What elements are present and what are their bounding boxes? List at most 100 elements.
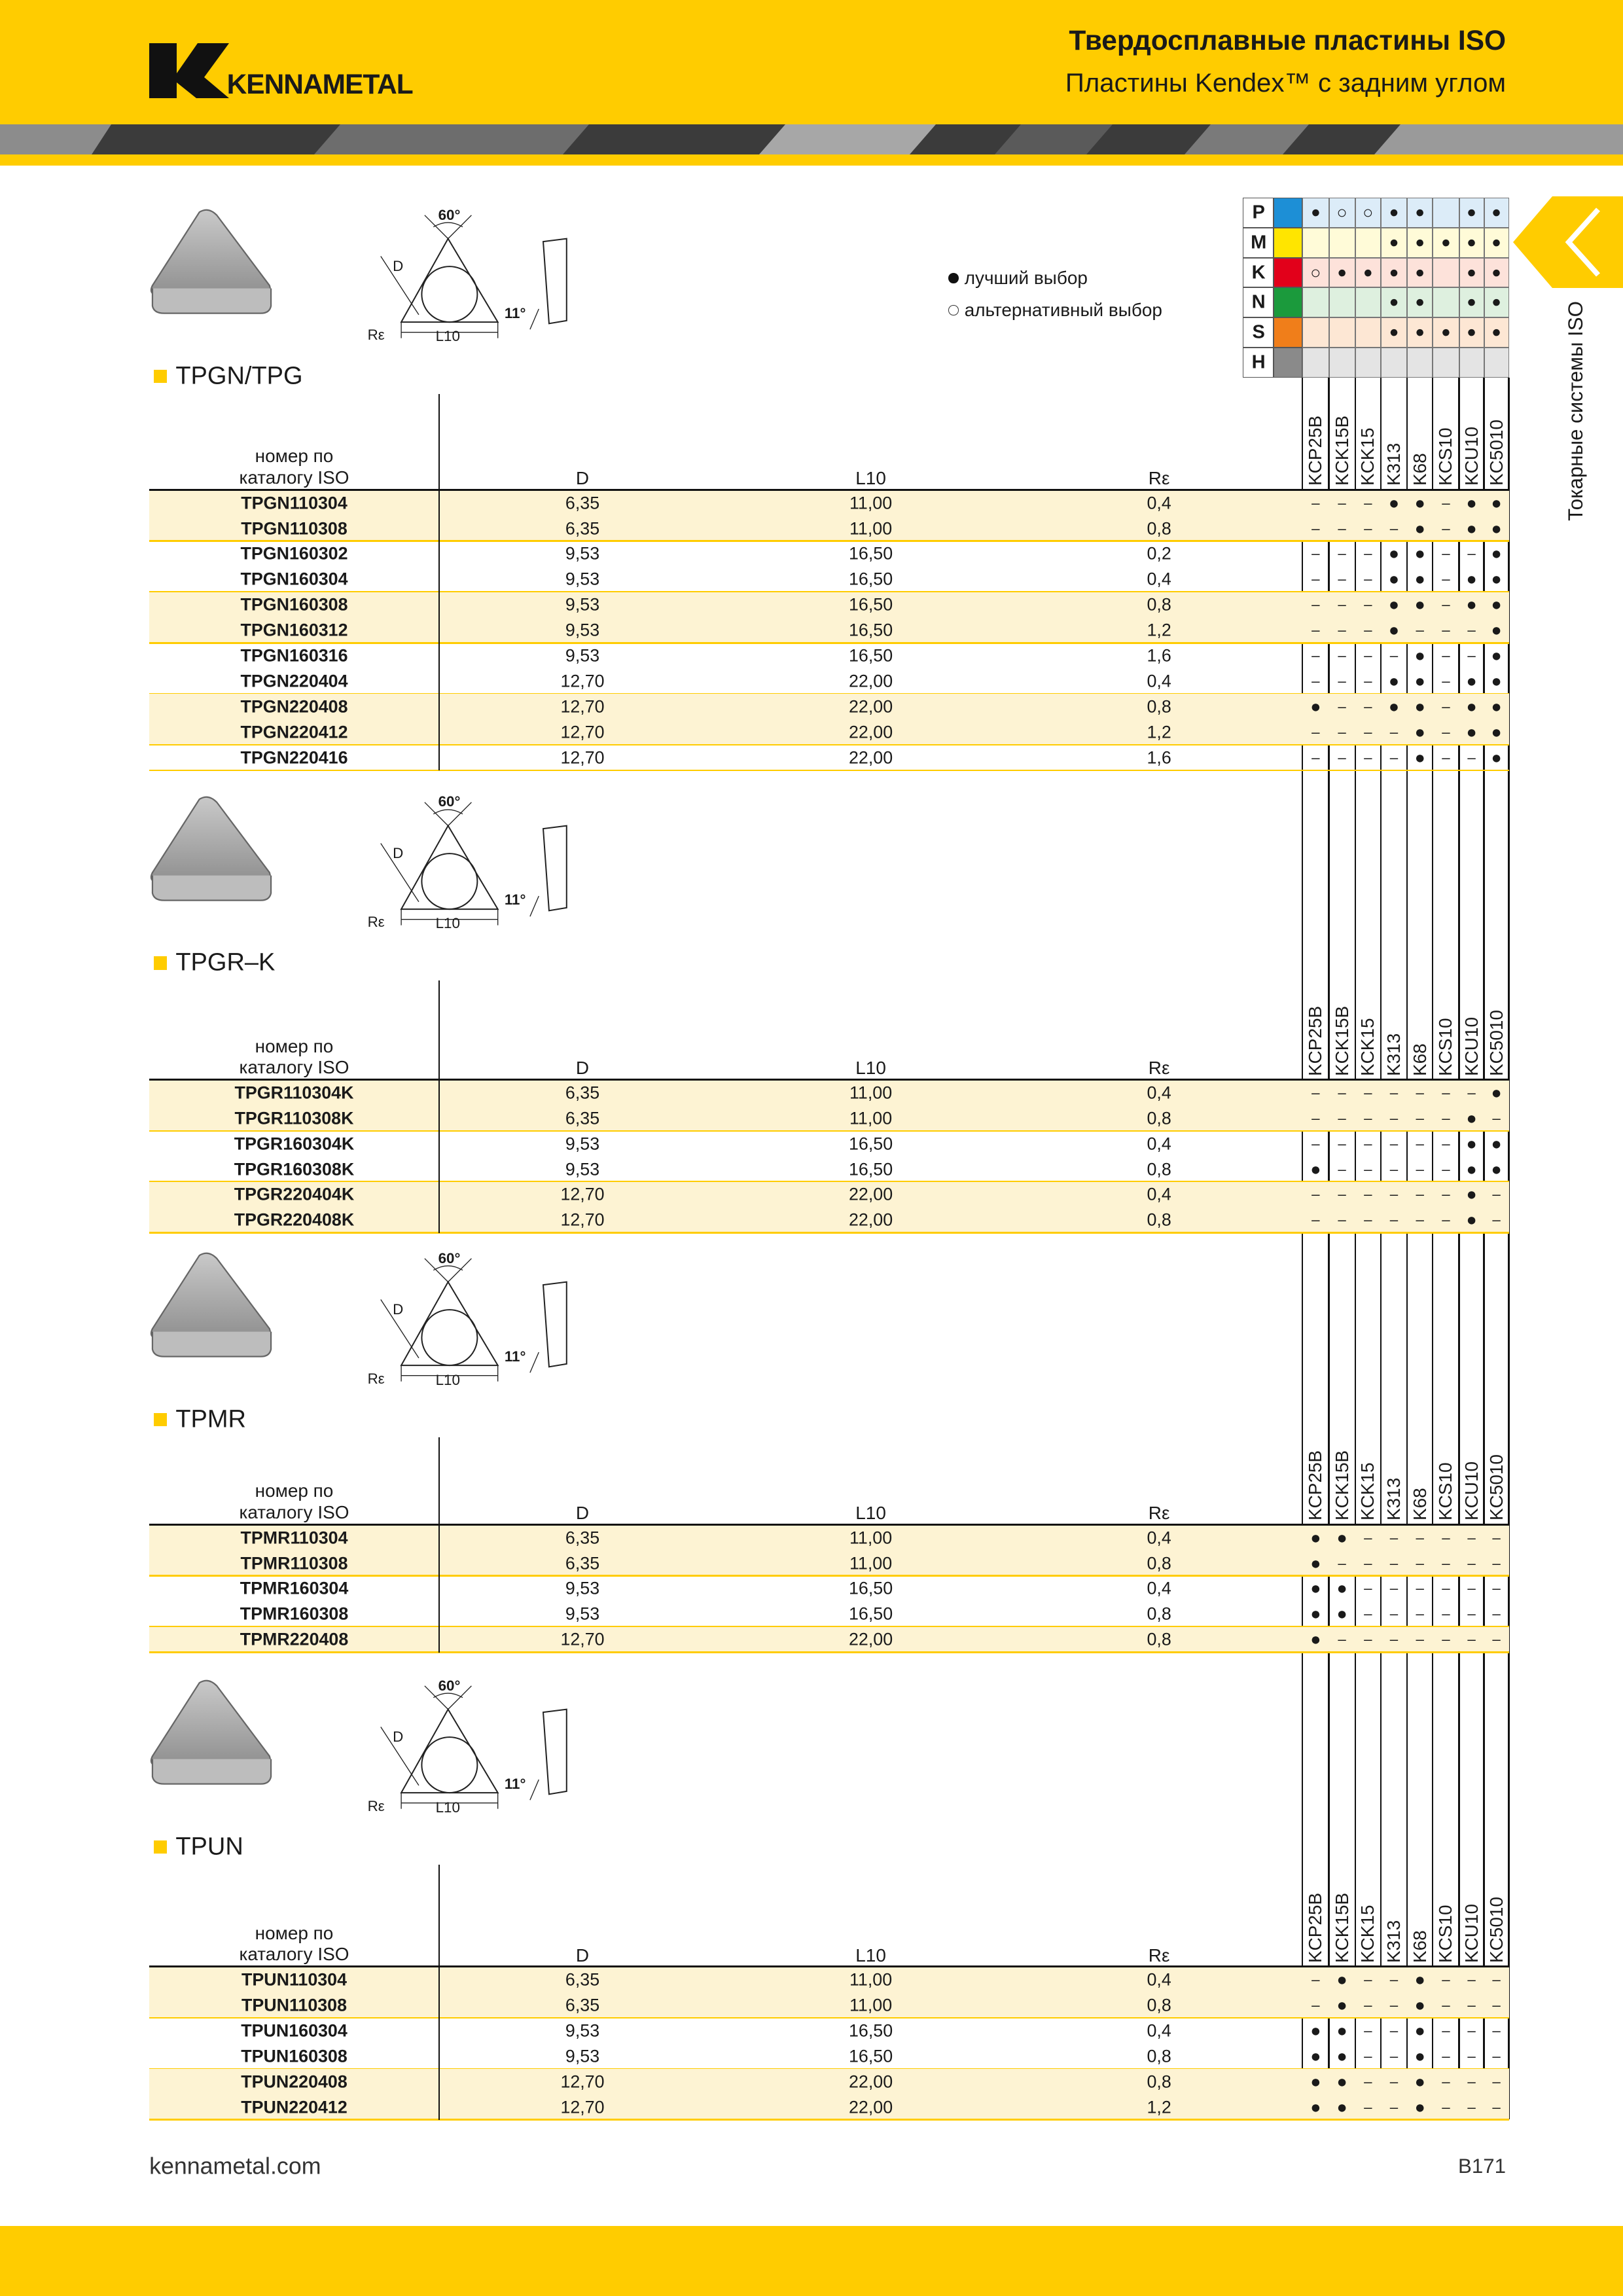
catalog-number: TPGN160304: [240, 569, 348, 589]
grade-symbol: ●: [1336, 2046, 1347, 2066]
grade-header: KCK15B: [1331, 1892, 1352, 1963]
grade-symbol: ●: [1310, 1553, 1321, 1573]
matrix-cell: [1407, 197, 1433, 228]
grade-symbol: –: [1442, 2098, 1450, 2115]
grade-symbol: –: [1389, 520, 1399, 537]
grade-symbol: –: [1364, 672, 1372, 689]
grade-symbol: –: [1467, 622, 1476, 639]
grade-symbol: –: [1442, 698, 1450, 715]
grade-symbol: –: [1311, 622, 1320, 639]
row-shade: [149, 592, 1509, 618]
grade-symbol: ●: [1388, 543, 1400, 564]
catalog-number: TPGR220408K: [234, 1210, 355, 1230]
grade-symbol: –: [1467, 1554, 1476, 1571]
matrix-cell: [1355, 227, 1381, 258]
grade-symbol: –: [1492, 1631, 1501, 1648]
l10-value: 11,00: [849, 493, 893, 513]
column-header: Rε: [1148, 1058, 1170, 1079]
diagram-label: 60°: [438, 1677, 461, 1695]
matrix-symbol: ●: [1440, 233, 1451, 251]
matrix-cell: [1355, 348, 1381, 378]
matrix-cell: [1329, 348, 1355, 378]
d-value: 6,35: [565, 518, 600, 538]
diagram-label: D: [393, 1729, 404, 1746]
header-band: [0, 0, 1623, 166]
row-shade: [149, 2094, 1509, 2120]
grade-symbol: –: [1364, 698, 1372, 715]
grade-symbol: –: [1338, 1160, 1346, 1177]
catalog-number: TPGR160308K: [234, 1159, 355, 1179]
matrix-cell: [1407, 348, 1433, 378]
grade-symbol: –: [1389, 1529, 1399, 1546]
matrix-cell: [1407, 287, 1433, 318]
d-value: 12,70: [560, 696, 605, 717]
grade-symbol: –: [1364, 1554, 1372, 1571]
matrix-label-cell: [1242, 197, 1274, 228]
row-shade: [149, 1525, 1509, 1551]
re-value: 0,8: [1147, 1553, 1171, 1573]
l10-value: 11,00: [849, 1528, 893, 1548]
re-value: 0,4: [1147, 671, 1171, 691]
grade-symbol: ●: [1336, 1604, 1347, 1624]
column-line: [1302, 377, 1304, 2120]
grade-symbol: –: [1492, 1554, 1501, 1571]
section-marker: [153, 1413, 167, 1427]
matrix-cell: [1355, 257, 1381, 288]
d-value: 9,53: [565, 594, 600, 615]
matrix-symbol: ●: [1389, 233, 1399, 251]
grade-symbol: –: [1467, 1084, 1476, 1101]
re-value: 1,6: [1147, 645, 1171, 666]
matrix-cell: [1484, 227, 1509, 258]
re-value: 0,2: [1147, 543, 1171, 564]
grade-symbol: –: [1389, 1605, 1399, 1623]
grade-symbol: –: [1492, 2047, 1501, 2064]
grade-symbol: –: [1467, 2047, 1476, 2064]
header-rule: [149, 1523, 1509, 1526]
grade-symbol: –: [1492, 2073, 1501, 2090]
l10-value: 16,50: [848, 1134, 893, 1154]
matrix-label: M: [1251, 232, 1267, 253]
grade-symbol: –: [1442, 723, 1450, 740]
matrix-symbol: ●: [1415, 203, 1425, 221]
l10-value: 22,00: [848, 671, 893, 691]
grade-header: KCU10: [1461, 427, 1482, 486]
grade-header: KCK15: [1357, 1905, 1378, 1963]
matrix-symbol: ●: [1389, 323, 1399, 342]
grade-symbol: –: [1442, 647, 1450, 664]
matrix-cell: [1484, 348, 1509, 378]
grade-symbol: –: [1492, 1529, 1501, 1546]
grade-symbol: ●: [1388, 493, 1400, 513]
diagram-label: L10: [435, 1799, 460, 1816]
grade-symbol: –: [1338, 723, 1346, 740]
legend-label: лучший выбор: [964, 267, 1088, 288]
grade-header: KCK15: [1357, 1462, 1378, 1521]
diagram-label: 11°: [504, 1775, 526, 1792]
section-title: TPUN: [175, 1833, 243, 1861]
matrix-symbol: ●: [1389, 203, 1399, 221]
legend-marker: [948, 305, 959, 315]
d-value: 9,53: [565, 2046, 600, 2066]
re-value: 0,8: [1147, 1210, 1171, 1230]
grade-symbol: –: [1364, 1135, 1372, 1152]
d-value: 9,53: [565, 1134, 600, 1154]
l10-value: 22,00: [848, 2072, 893, 2092]
catalog-number: TPGN160312: [240, 620, 348, 640]
catalog-number: TPMR110308: [240, 1553, 348, 1573]
d-value: 6,35: [565, 1553, 600, 1573]
grade-symbol: –: [1389, 1996, 1399, 2013]
grade-symbol: ●: [1310, 696, 1321, 717]
re-value: 0,4: [1147, 1184, 1171, 1204]
l10-value: 22,00: [848, 722, 893, 742]
grade-symbol: –: [1364, 647, 1372, 664]
matrix-cell: [1380, 197, 1408, 228]
re-value: 1,2: [1147, 620, 1171, 640]
grade-symbol: –: [1311, 723, 1320, 740]
row-shade: [149, 1551, 1509, 1576]
row-divider: [149, 1651, 1509, 1653]
matrix-cell: [1302, 287, 1329, 318]
matrix-symbol: ●: [1491, 323, 1501, 342]
grade-symbol: ●: [1414, 518, 1425, 538]
grade-symbol: –: [1338, 1186, 1346, 1203]
insert-diagram: [150, 1253, 567, 1382]
grade-symbol: ●: [1491, 722, 1502, 742]
